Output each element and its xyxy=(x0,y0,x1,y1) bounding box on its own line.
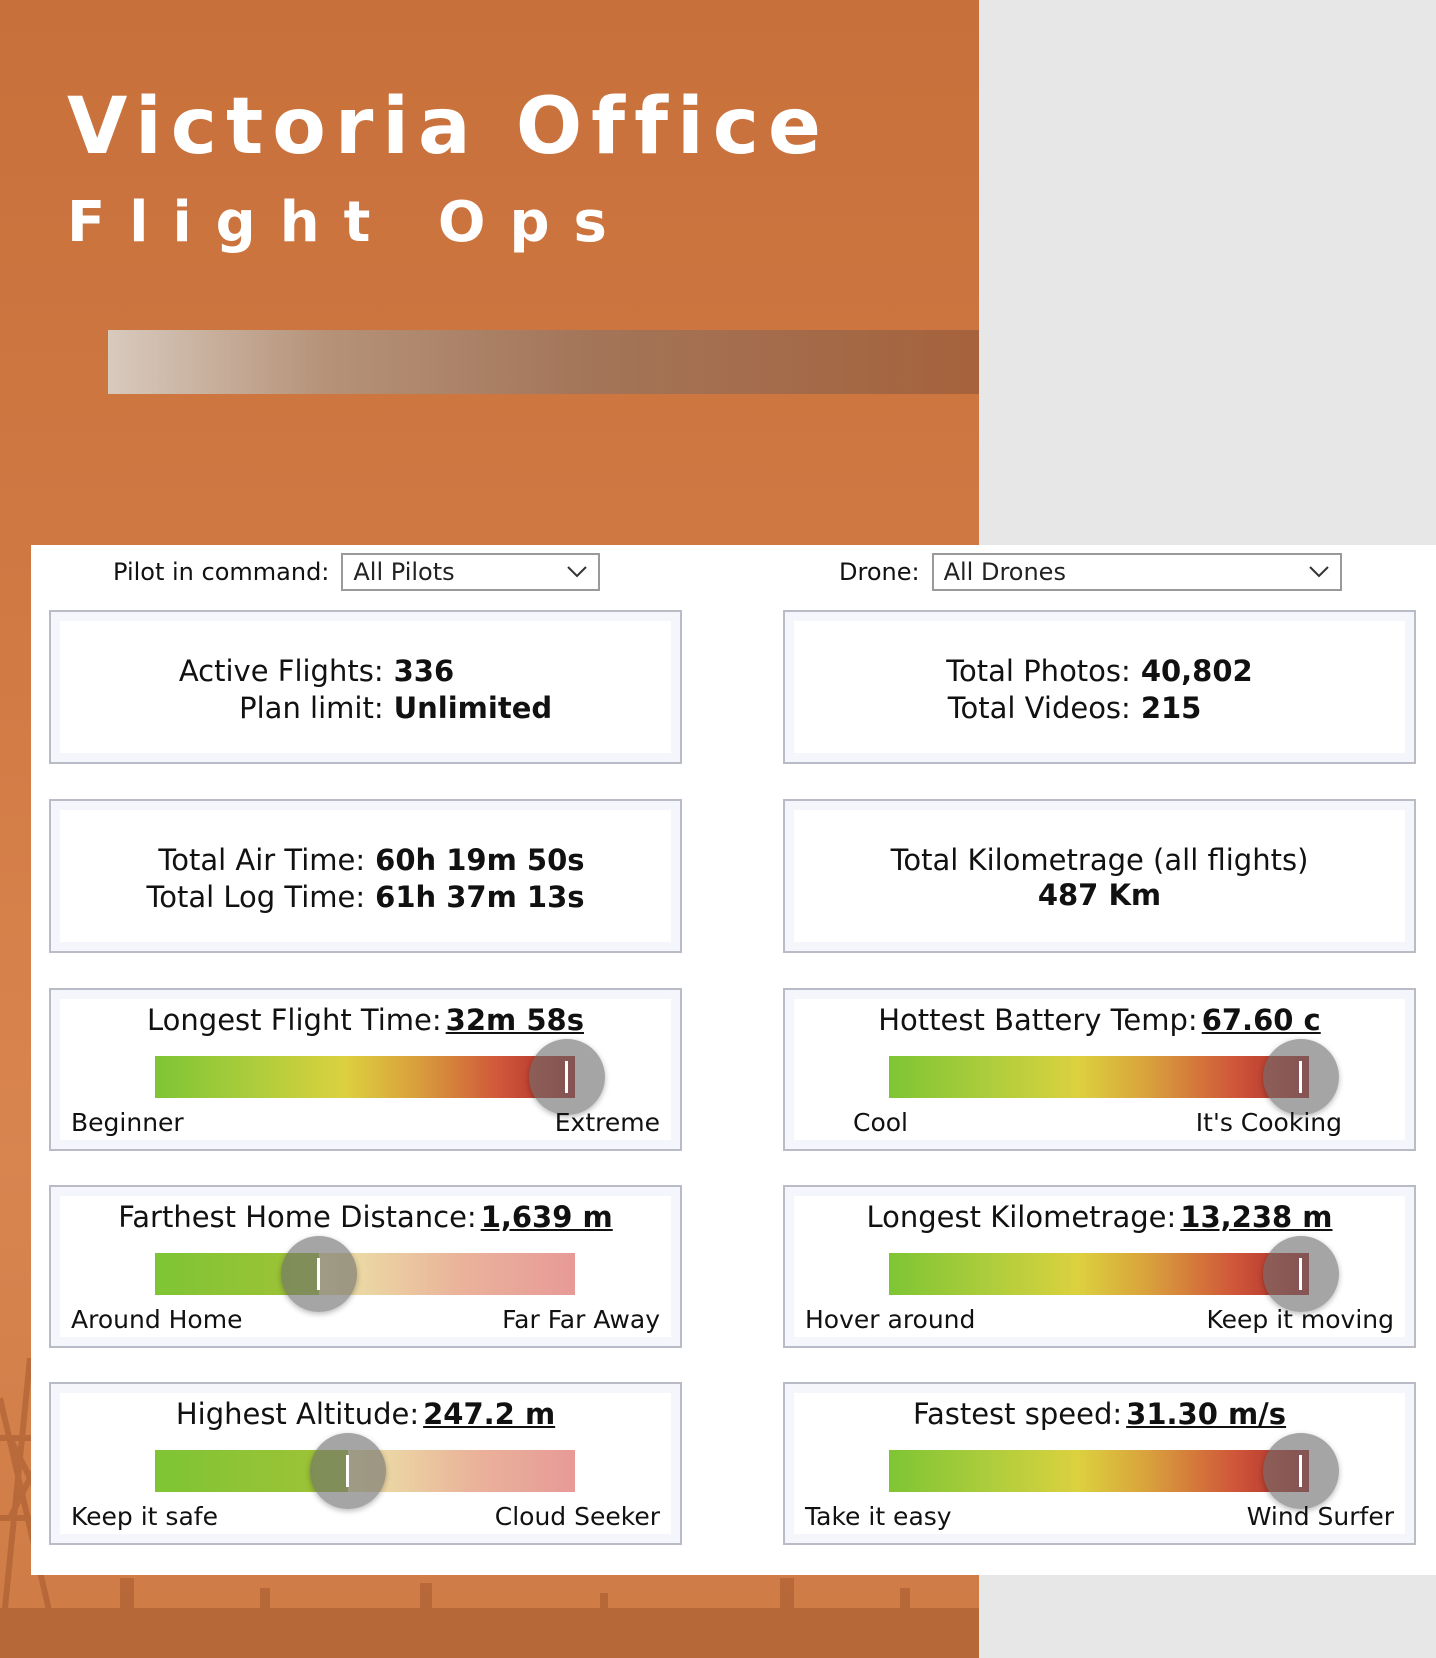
slider-knob-icon[interactable] xyxy=(1263,1236,1339,1312)
fastest-speed-max-label: Wind Surfer xyxy=(1246,1502,1394,1531)
pilot-filter: Pilot in command: All Pilots xyxy=(113,553,601,591)
longest-flight-time-card: Longest Flight Time: 32m 58s Beginner Extre… xyxy=(49,988,682,1151)
fastest-speed-gauge-fill xyxy=(889,1450,1309,1492)
time-card: Total Air Time: 60h 19m 50s Total Log Ti… xyxy=(49,799,682,953)
longest-flight-time-gauge-track xyxy=(155,1039,605,1115)
fastest-speed-gauge-track xyxy=(889,1433,1339,1509)
hottest-battery-temp-min-label: Cool xyxy=(853,1108,908,1137)
plan-limit-value: Unlimited xyxy=(393,691,553,725)
hottest-battery-temp-gauge-fill xyxy=(889,1056,1309,1098)
hottest-battery-temp-max-label: It's Cooking xyxy=(1195,1108,1342,1137)
slider-knob-icon[interactable] xyxy=(529,1039,605,1115)
active-flights-label: Active Flights: xyxy=(178,654,384,688)
dashboard-panel: Pilot in command: All Pilots Drone: All … xyxy=(31,545,1436,1575)
slider-knob-icon[interactable] xyxy=(1263,1433,1339,1509)
hottest-battery-temp-gauge-track xyxy=(889,1039,1339,1115)
total-videos-value: 215 xyxy=(1140,691,1202,725)
highest-altitude-title: Highest Altitude: 247.2 m xyxy=(51,1396,680,1432)
highest-altitude-label: Highest Altitude: xyxy=(175,1397,420,1431)
longest-flight-time-title: Longest Flight Time: 32m 58s xyxy=(51,1002,680,1038)
longest-flight-time-gauge-fill xyxy=(155,1056,575,1098)
total-photos-value: 40,802 xyxy=(1140,654,1253,688)
power-tower-silhouette xyxy=(0,1357,979,1658)
flights-card: Active Flights: 336 Plan limit: Unlimite… xyxy=(49,610,682,764)
pilot-filter-label: Pilot in command: xyxy=(113,558,330,586)
longest-kilometrage-card: Longest Kilometrage: 13,238 m Hover around… xyxy=(783,1185,1416,1348)
longest-kilometrage-title: Longest Kilometrage: 13,238 m xyxy=(785,1199,1414,1235)
longest-flight-time-max-label: Extreme xyxy=(554,1108,660,1137)
hottest-battery-temp-title: Hottest Battery Temp: 67.60 c xyxy=(785,1002,1414,1038)
media-card: Total Photos: 40,802 Total Videos: 215 xyxy=(783,610,1416,764)
farthest-home-distance-label: Farthest Home Distance: xyxy=(118,1200,477,1234)
longest-kilometrage-max-label: Keep it moving xyxy=(1206,1305,1394,1334)
fastest-speed-min-label: Take it easy xyxy=(805,1502,952,1531)
highest-altitude-min-label: Keep it safe xyxy=(71,1502,218,1531)
highest-altitude-gauge-track xyxy=(155,1433,575,1509)
decorative-gradient-bar xyxy=(108,330,979,394)
longest-flight-time-min-label: Beginner xyxy=(71,1108,184,1137)
hottest-battery-temp-label: Hottest Battery Temp: xyxy=(878,1003,1198,1037)
fastest-speed-value: 31.30 m/s xyxy=(1126,1397,1287,1431)
drone-select-value: All Drones xyxy=(943,558,1066,586)
total-air-time-label: Total Air Time: xyxy=(158,843,366,877)
longest-flight-time-label: Longest Flight Time: xyxy=(147,1003,442,1037)
page-subtitle: Flight Ops xyxy=(67,190,631,255)
total-log-time-value: 61h 37m 13s xyxy=(375,880,585,914)
fastest-speed-card: Fastest speed: 31.30 m/s Take it easy Wind … xyxy=(783,1382,1416,1545)
drone-select[interactable]: All Drones xyxy=(931,553,1342,591)
page-title: Victoria Office xyxy=(67,82,830,172)
drone-filter-label: Drone: xyxy=(839,558,920,586)
longest-kilometrage-gauge-fill xyxy=(889,1253,1309,1295)
total-videos-label: Total Videos: xyxy=(947,691,1131,725)
total-log-time-label: Total Log Time: xyxy=(146,880,366,914)
longest-flight-time-value: 32m 58s xyxy=(445,1003,584,1037)
slider-knob-icon[interactable] xyxy=(281,1236,357,1312)
total-kilometrage-label: Total Kilometrage (all flights) xyxy=(890,843,1309,877)
plan-limit-label: Plan limit: xyxy=(239,691,384,725)
farthest-home-distance-title: Farthest Home Distance: 1,639 m xyxy=(51,1199,680,1235)
farthest-home-distance-card: Farthest Home Distance: 1,639 m Around Hom… xyxy=(49,1185,682,1348)
longest-kilometrage-gauge-track xyxy=(889,1236,1339,1312)
active-flights-value: 336 xyxy=(393,654,455,688)
kilometrage-card: Total Kilometrage (all flights) 487 Km xyxy=(783,799,1416,953)
chevron-down-icon xyxy=(567,566,588,578)
chevron-down-icon xyxy=(1308,566,1329,578)
longest-kilometrage-min-label: Hover around xyxy=(805,1305,976,1334)
total-air-time-value: 60h 19m 50s xyxy=(375,843,585,877)
farthest-home-distance-gauge-track xyxy=(155,1236,575,1312)
pilot-select[interactable]: All Pilots xyxy=(341,553,601,591)
total-photos-label: Total Photos: xyxy=(946,654,1131,688)
total-kilometrage-value: 487 Km xyxy=(1037,878,1162,912)
highest-altitude-max-label: Cloud Seeker xyxy=(494,1502,660,1531)
farthest-home-distance-min-label: Around Home xyxy=(71,1305,243,1334)
hottest-battery-temp-card: Hottest Battery Temp: 67.60 c Cool It's Coo… xyxy=(783,988,1416,1151)
hottest-battery-temp-value: 67.60 c xyxy=(1201,1003,1321,1037)
farthest-home-distance-value: 1,639 m xyxy=(480,1200,613,1234)
farthest-home-distance-max-label: Far Far Away xyxy=(502,1305,660,1334)
slider-knob-icon[interactable] xyxy=(1263,1039,1339,1115)
pilot-select-value: All Pilots xyxy=(353,558,455,586)
longest-kilometrage-label: Longest Kilometrage: xyxy=(866,1200,1177,1234)
drone-filter: Drone: All Drones xyxy=(839,553,1342,591)
highest-altitude-value: 247.2 m xyxy=(423,1397,556,1431)
highest-altitude-card: Highest Altitude: 247.2 m Keep it safe Clou… xyxy=(49,1382,682,1545)
fastest-speed-title: Fastest speed: 31.30 m/s xyxy=(785,1396,1414,1432)
farthest-home-distance-gauge-remainder xyxy=(319,1253,575,1295)
slider-knob-icon[interactable] xyxy=(310,1433,386,1509)
fastest-speed-label: Fastest speed: xyxy=(912,1397,1123,1431)
longest-kilometrage-value: 13,238 m xyxy=(1180,1200,1333,1234)
